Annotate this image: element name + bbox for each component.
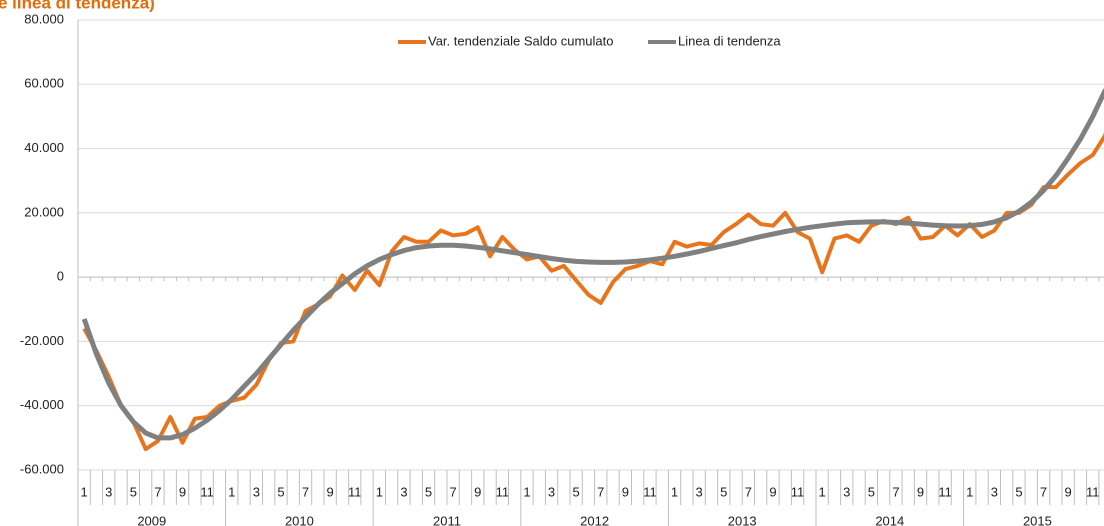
x-tick-label: 1	[81, 484, 88, 499]
x-tick-label: 5	[425, 484, 432, 499]
x-tick-label: 9	[769, 484, 776, 499]
y-tick-label: -60.000	[20, 461, 64, 476]
x-tick-label: 11	[496, 484, 510, 499]
x-tick-label: 5	[130, 484, 137, 499]
x-tick-label: 7	[745, 484, 752, 499]
x-tick-label: 1	[228, 484, 235, 499]
y-tick-label: 60.000	[24, 76, 64, 91]
x-tick-label: 7	[302, 484, 309, 499]
x-tick-label: 9	[917, 484, 924, 499]
x-tick-label: 1	[966, 484, 973, 499]
y-tick-label: -40.000	[20, 397, 64, 412]
x-tick-label: 5	[573, 484, 580, 499]
x-tick-label: 11	[200, 484, 214, 499]
year-label: 2012	[580, 513, 609, 526]
x-tick-label: 7	[154, 484, 161, 499]
legend-label: Var. tendenziale Saldo cumulato	[428, 33, 614, 48]
x-tick-label: 1	[819, 484, 826, 499]
x-tick-label: 9	[179, 484, 186, 499]
x-tick-label: 5	[277, 484, 284, 499]
x-tick-label: 11	[938, 484, 952, 499]
year-label: 2015	[1023, 513, 1052, 526]
x-tick-label: 11	[791, 484, 805, 499]
x-tick-label: 1	[376, 484, 383, 499]
x-tick-label: 9	[474, 484, 481, 499]
x-tick-label: 9	[1065, 484, 1072, 499]
x-tick-label: 3	[548, 484, 555, 499]
x-tick-label: 9	[622, 484, 629, 499]
x-tick-label: 5	[1015, 484, 1022, 499]
series-line	[81, 88, 1104, 441]
x-tick-label: 1	[523, 484, 530, 499]
year-label: 2009	[137, 513, 166, 526]
y-tick-label: 80.000	[24, 11, 64, 26]
x-tick-label: 7	[892, 484, 899, 499]
x-tick-label: 11	[643, 484, 657, 499]
x-tick-label: 3	[696, 484, 703, 499]
year-label: 2010	[285, 513, 314, 526]
x-tick-label: 11	[348, 484, 362, 499]
year-label: 2011	[433, 513, 461, 526]
x-tick-label: 3	[253, 484, 260, 499]
chart-title: e linea di tendenza)	[0, 0, 155, 12]
y-tick-label: 40.000	[24, 140, 64, 155]
x-tick-label: 11	[1086, 484, 1100, 499]
y-tick-label: -20.000	[20, 333, 64, 348]
year-label: 2013	[728, 513, 757, 526]
x-tick-label: 3	[843, 484, 850, 499]
y-tick-label: 20.000	[24, 204, 64, 219]
x-tick-label: 5	[868, 484, 875, 499]
x-tick-label: 7	[450, 484, 457, 499]
legend-label: Linea di tendenza	[678, 33, 781, 48]
x-tick-label: 3	[105, 484, 112, 499]
x-tick-label: 1	[671, 484, 678, 499]
x-tick-label: 9	[327, 484, 334, 499]
x-tick-label: 3	[991, 484, 998, 499]
x-tick-label: 5	[720, 484, 727, 499]
y-tick-label: 0	[57, 269, 64, 284]
year-label: 2014	[875, 513, 904, 526]
x-tick-label: 7	[1040, 484, 1047, 499]
x-tick-label: 7	[597, 484, 604, 499]
x-tick-label: 3	[400, 484, 407, 499]
